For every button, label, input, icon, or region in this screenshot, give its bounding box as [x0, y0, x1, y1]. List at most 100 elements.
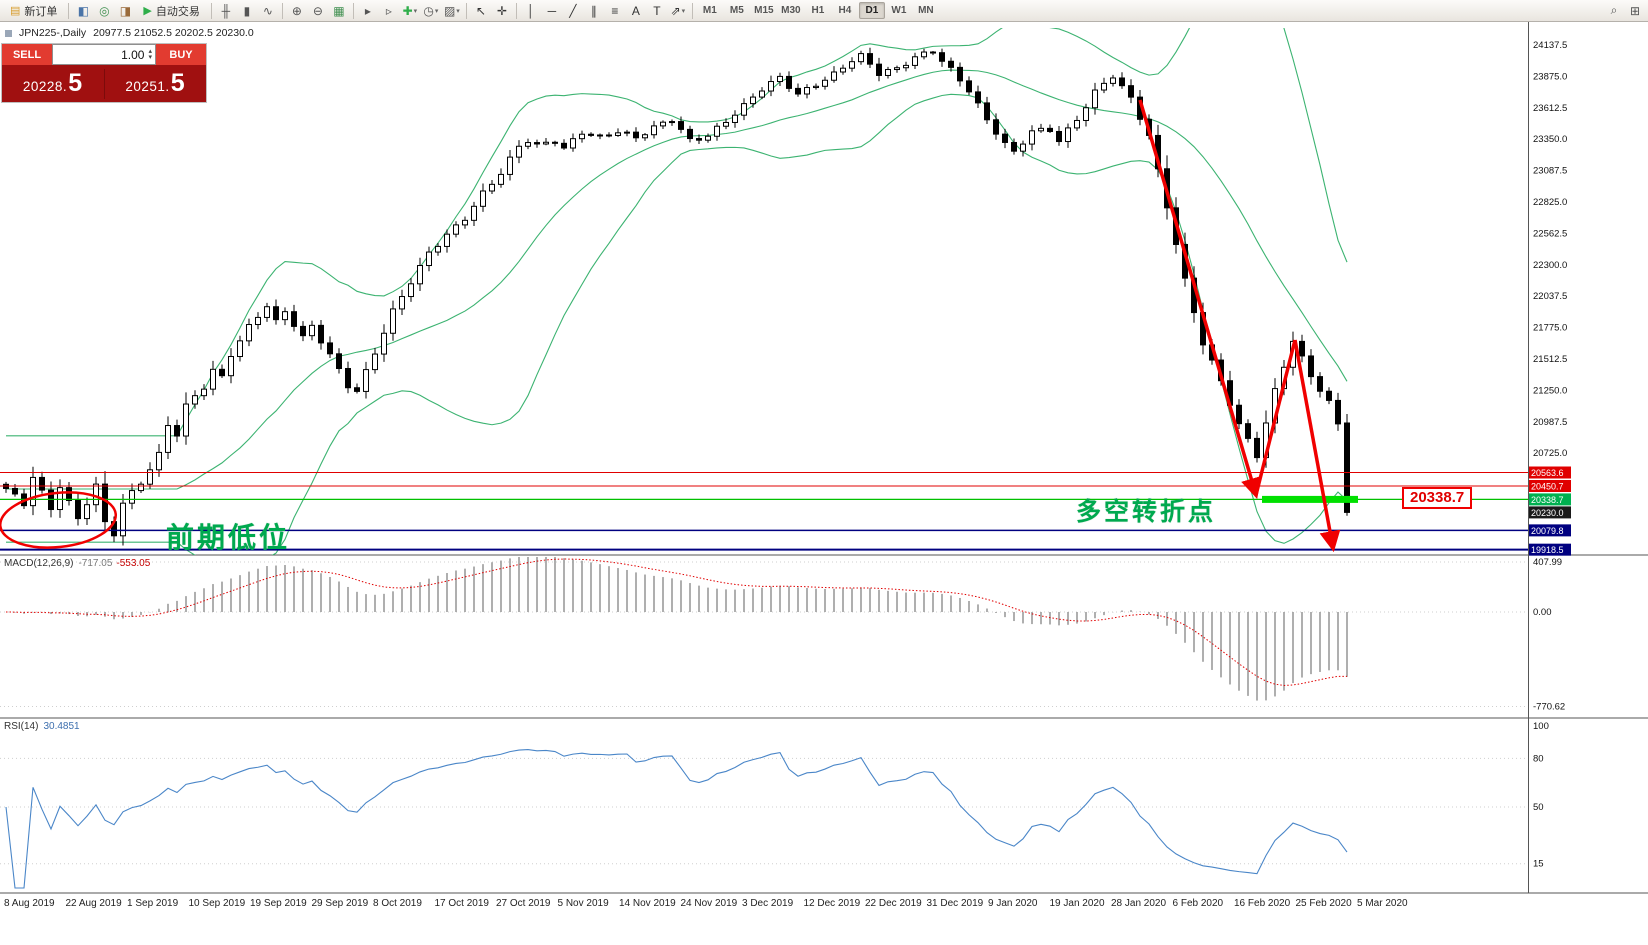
svg-text:3 Dec 2019: 3 Dec 2019 — [742, 898, 794, 909]
indicators-icon: ✚ — [402, 3, 413, 18]
trendline-button[interactable]: ╱ — [563, 2, 583, 20]
volume-up-button[interactable]: ▴ — [148, 47, 152, 55]
volume-down-button[interactable]: ▾ — [148, 53, 152, 61]
svg-text:24 Nov 2019: 24 Nov 2019 — [681, 898, 738, 909]
chart-symbol-period: JPN225-,Daily — [19, 27, 87, 39]
macd-indicator-label: MACD(12,26,9) -717.05 -553.05 — [4, 558, 150, 569]
bar-chart-button[interactable]: ╫ — [216, 2, 236, 20]
candlestick-chart-icon: ▮ — [243, 3, 251, 18]
autotrading-button-label: 自动交易 — [155, 5, 200, 18]
panel-frame — [0, 22, 1648, 894]
macd-name: MACD(12,26,9) — [4, 558, 74, 569]
crosshair-button[interactable]: ✛ — [492, 2, 512, 20]
svg-text:20563.6: 20563.6 — [1531, 468, 1564, 478]
annotation-turning-point[interactable]: 多空转折点 — [1076, 498, 1217, 526]
svg-text:19 Jan 2020: 19 Jan 2020 — [1050, 898, 1105, 909]
svg-text:0.00: 0.00 — [1533, 607, 1552, 618]
macd-histogram — [14, 557, 1348, 701]
vertical-line-button[interactable]: │ — [521, 2, 541, 20]
timeframe-m1-button[interactable]: M1 — [702, 5, 717, 16]
candlestick-chart-button[interactable]: ▮ — [237, 2, 257, 20]
horizontal-levels[interactable] — [0, 472, 1528, 551]
autotrading-button[interactable]: ▶ 自动交易 — [136, 2, 206, 20]
terminal-button[interactable]: ◨ — [115, 2, 135, 20]
periods-button[interactable]: ◷ ▾ — [421, 2, 441, 20]
price-tags: 20563.6 20450.7 20338.7 20230.0 20079.8 19918… — [1529, 466, 1571, 556]
chart-title-icon — [5, 29, 12, 37]
zoom-out-button[interactable]: ⊖ — [308, 2, 328, 20]
timeframe-h1-button[interactable]: H1 — [811, 5, 825, 16]
svg-text:21512.5: 21512.5 — [1533, 354, 1567, 365]
svg-text:25 Feb 2020: 25 Feb 2020 — [1296, 898, 1353, 909]
price-scale[interactable]: 24137.5 23875.0 23612.5 23350.0 23087.5 22825… — [1533, 40, 1567, 459]
buy-button[interactable]: BUY — [156, 44, 206, 65]
search-button[interactable]: ⌕ — [1604, 2, 1624, 20]
equidistant-channel-button[interactable]: ∥ — [584, 2, 604, 20]
svg-text:20987.5: 20987.5 — [1533, 417, 1567, 428]
trend-arrow[interactable] — [1138, 99, 1341, 553]
timeframe-d1-button[interactable]: D1 — [858, 2, 885, 19]
zoom-in-button[interactable]: ⊕ — [287, 2, 307, 20]
price-tag-20563.6 — [1529, 466, 1571, 479]
annotation-previous-low[interactable]: 前期低位 — [166, 522, 291, 553]
zoom-in-icon: ⊕ — [291, 3, 302, 18]
horizontal-line-button[interactable]: ─ — [542, 2, 562, 20]
toolbar-separator — [210, 2, 212, 19]
svg-text:23087.5: 23087.5 — [1533, 166, 1567, 177]
timeframe-m15-button[interactable]: M15 — [754, 5, 774, 16]
sell-price: 20228.5 — [22, 69, 83, 97]
trendline-icon: ╱ — [569, 3, 577, 18]
highlight-ellipse[interactable] — [0, 487, 119, 553]
timeframe-w1-button[interactable]: W1 — [891, 5, 907, 16]
arrows-button[interactable]: ⇗ ▾ — [668, 2, 688, 20]
svg-text:80: 80 — [1533, 753, 1544, 764]
rsi-line — [5, 749, 1348, 889]
new-order-button-label: 新订单 — [24, 5, 58, 18]
chart-shift-button[interactable]: ▹ — [379, 2, 399, 20]
timeframe-m5-button[interactable]: M5 — [729, 5, 744, 16]
svg-text:22825.0: 22825.0 — [1533, 197, 1567, 208]
svg-text:20079.8: 20079.8 — [1531, 526, 1564, 536]
cursor-button[interactable]: ↖ — [471, 2, 491, 20]
sell-button[interactable]: SELL — [2, 44, 52, 65]
templates-button[interactable]: ▨ ▾ — [442, 2, 462, 20]
volume-value: 1.00 — [121, 47, 145, 62]
toolbar-separator — [281, 2, 283, 19]
text-button[interactable]: A — [626, 2, 646, 20]
timeframe-mn-button[interactable]: MN — [918, 5, 934, 16]
fullscreen-button[interactable]: ⊞ — [1625, 2, 1645, 20]
timeframe-h4-button[interactable]: H4 — [838, 5, 852, 16]
svg-text:20338.7: 20338.7 — [1531, 495, 1564, 505]
fibonacci-button[interactable]: ≡ — [605, 2, 625, 20]
svg-text:16 Feb 2020: 16 Feb 2020 — [1234, 898, 1291, 909]
svg-text:23350.0: 23350.0 — [1533, 134, 1567, 145]
svg-text:5 Nov 2019: 5 Nov 2019 — [558, 898, 610, 909]
text-label-button[interactable]: T — [647, 2, 667, 20]
volume-input[interactable]: 1.00 ▴ ▾ — [52, 44, 156, 65]
timeframe-m30-button[interactable]: M30 — [781, 5, 801, 16]
auto-scroll-button[interactable]: ▸ — [358, 2, 378, 20]
level-price-label[interactable]: 20338.7 — [1402, 487, 1473, 509]
dropdown-caret-icon: ▾ — [434, 7, 439, 15]
price-tag-20079.8 — [1529, 524, 1571, 537]
price-tag-20230.0 — [1529, 506, 1571, 519]
highlight-bar[interactable] — [1262, 495, 1358, 503]
toolbar: ▤ 新订单 ◧ ◎ ◨ ▶ 自动交易 ╫ ▮ ∿ ⊕ ⊖ ▦ ▸ ▹ ✚ ▾ ◷ ▾ ▨ ▾ ↖ ✛ │ ─ ╱ ∥ ≡ A T ⇗ ▾ M1 M… — [0, 0, 1648, 22]
toolbar-separator — [465, 2, 467, 19]
new-order-button[interactable]: ▤ 新订单 — [3, 2, 64, 20]
tile-windows-icon: ▦ — [333, 3, 345, 18]
line-chart-button[interactable]: ∿ — [258, 2, 278, 20]
svg-text:15: 15 — [1533, 859, 1544, 870]
terminal-icon: ◨ — [119, 3, 132, 18]
navigator-button[interactable]: ◎ — [94, 2, 114, 20]
svg-text:17 Oct 2019: 17 Oct 2019 — [435, 898, 490, 909]
time-scale[interactable]: 8 Aug 2019 22 Aug 2019 1 Sep 2019 10 Sep 20… — [4, 898, 1408, 909]
tile-windows-button[interactable]: ▦ — [329, 2, 349, 20]
market-watch-button[interactable]: ◧ — [73, 2, 93, 20]
indicators-button[interactable]: ✚ ▾ — [400, 2, 420, 20]
price-tag-20450.7 — [1529, 480, 1571, 493]
svg-text:20725.0: 20725.0 — [1533, 448, 1567, 459]
svg-text:1 Sep 2019: 1 Sep 2019 — [127, 898, 179, 909]
